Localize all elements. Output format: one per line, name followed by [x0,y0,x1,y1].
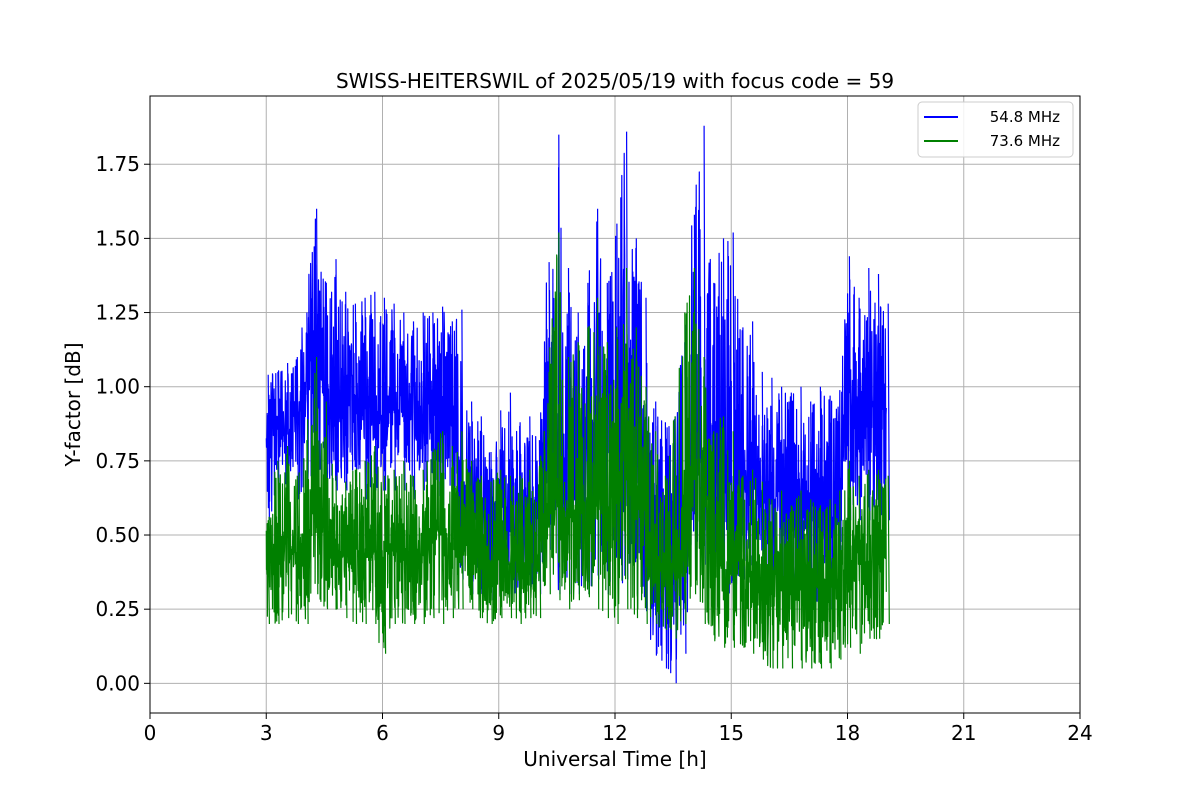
x-tick-label: 18 [835,721,860,745]
y-axis-label: Y-factor [dB] [61,342,85,467]
y-tick-label: 0.25 [95,597,140,621]
y-tick-label: 0.50 [95,523,140,547]
legend-box [917,101,1074,158]
y-tick-label: 0.75 [95,449,140,473]
y-axis-ticks: 0.00 0.25 0.50 0.75 1.00 1.25 1.50 1.75 [95,152,150,695]
x-tick-label: 0 [144,721,157,745]
legend: 54.8 MHz 73.6 MHz [917,101,1074,158]
plot-area [265,125,890,684]
legend-label-73-6: 73.6 MHz [990,132,1060,150]
series-layer [265,125,890,684]
x-tick-label: 9 [492,721,505,745]
y-tick-label: 1.50 [95,226,140,250]
chart-title: SWISS-HEITERSWIL of 2025/05/19 with focu… [336,69,894,93]
x-tick-label: 12 [602,721,627,745]
y-tick-label: 1.00 [95,375,140,399]
x-tick-label: 3 [260,721,273,745]
y-tick-label: 0.00 [95,671,140,695]
legend-label-54-8: 54.8 MHz [990,108,1060,126]
x-tick-label: 24 [1067,721,1092,745]
x-tick-label: 6 [376,721,389,745]
x-axis-ticks: 0 3 6 9 12 15 18 21 24 [144,713,1093,745]
y-tick-label: 1.75 [95,152,140,176]
x-tick-label: 21 [951,721,976,745]
x-tick-label: 15 [719,721,744,745]
series-line-73-6-mhz [265,232,890,669]
y-tick-label: 1.25 [95,301,140,325]
x-axis-label: Universal Time [h] [523,747,706,771]
